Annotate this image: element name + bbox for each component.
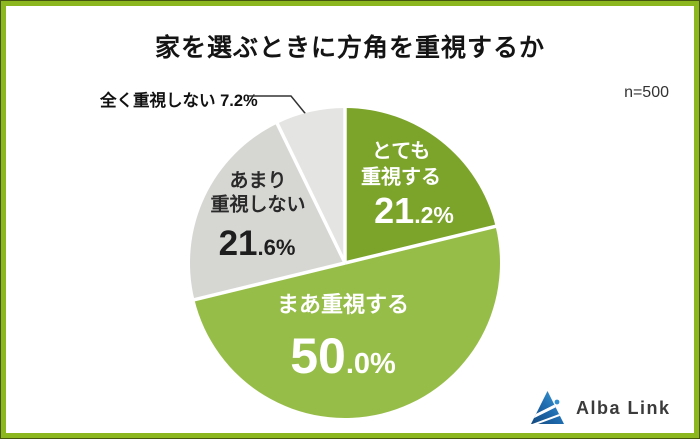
slice-percent-int: 21 xyxy=(218,224,258,263)
slice-name-amari: あまり 重視しない xyxy=(210,170,306,216)
slice-percent-totemo: 21.2% xyxy=(374,190,454,232)
slice-percent-int: 50 xyxy=(290,328,346,384)
alba-link-logo-icon xyxy=(531,391,564,424)
slice-percent-int: 21 xyxy=(374,190,415,231)
slice-percent-frac: .0% xyxy=(345,348,396,380)
alba-link-logo-text: Alba Link xyxy=(576,397,671,418)
slice-name-totemo: とても 重視する xyxy=(361,140,441,188)
card-background: 家を選ぶときに方角を重視するか n=500 全く重視しない 7.2% とても 重視… xyxy=(6,6,694,433)
pie-chart: とても 重視する 21.2% まあ重視する 50.0% あまり 重視しない 21.6… xyxy=(185,103,505,423)
chart-title: 家を選ぶときに方角を重視するか xyxy=(154,34,545,62)
callout-slice-name: 全く重視しない xyxy=(100,92,216,110)
slice-percent-frac: .2% xyxy=(414,202,454,228)
slice-label-totemo: とても 重視する xyxy=(361,139,441,190)
slice-label-amari: あまり 重視しない xyxy=(210,170,305,219)
slice-percent-amari: 21.6% xyxy=(219,224,296,264)
slice-percent-maa: 50.0% xyxy=(290,327,396,385)
slice-percent-frac: .6% xyxy=(257,235,296,260)
alba-link-logo: Alba Link xyxy=(529,389,671,427)
pie-slices xyxy=(190,107,500,418)
sample-size-label: n=500 xyxy=(624,84,669,101)
slice-label-maa: まあ重視する xyxy=(277,291,409,319)
slice-name-maa: まあ重視する xyxy=(276,291,410,317)
